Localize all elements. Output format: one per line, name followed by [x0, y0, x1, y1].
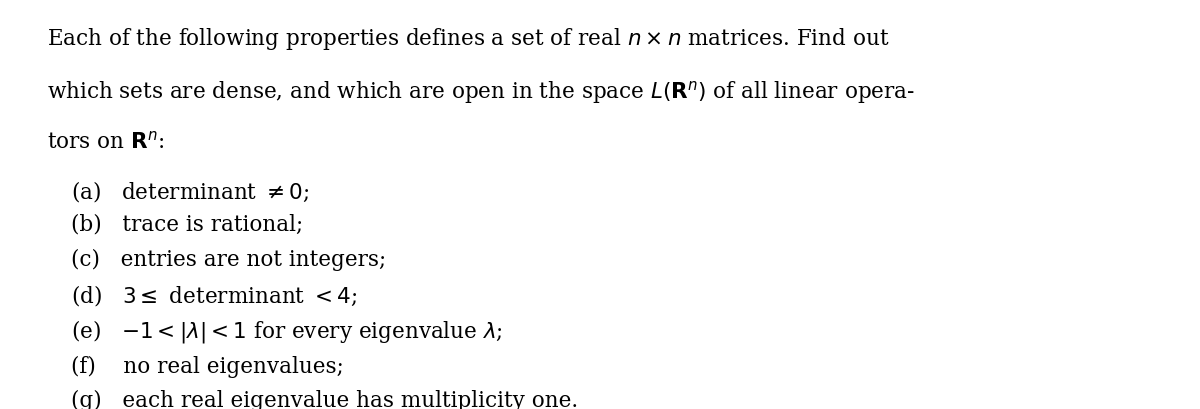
Text: (c)   entries are not integers;: (c) entries are not integers;: [71, 248, 386, 270]
Text: (g)   each real eigenvalue has multiplicity one.: (g) each real eigenvalue has multiplicit…: [71, 389, 578, 409]
Text: (a)   determinant $\neq 0$;: (a) determinant $\neq 0$;: [71, 179, 310, 204]
Text: (b)   trace is rational;: (b) trace is rational;: [71, 213, 302, 236]
Text: tors on $\mathbf{R}^n$:: tors on $\mathbf{R}^n$:: [47, 131, 164, 153]
Text: which sets are dense, and which are open in the space $L(\mathbf{R}^n)$ of all l: which sets are dense, and which are open…: [47, 79, 914, 106]
Text: (d)   $3 \leq$ determinant $< 4$;: (d) $3 \leq$ determinant $< 4$;: [71, 283, 358, 307]
Text: Each of the following properties defines a set of real $n \times n$ matrices. Fi: Each of the following properties defines…: [47, 25, 889, 52]
Text: (f)    no real eigenvalues;: (f) no real eigenvalues;: [71, 355, 343, 377]
Text: (e)   $-1 < |\lambda| < 1$ for every eigenvalue $\lambda$;: (e) $-1 < |\lambda| < 1$ for every eigen…: [71, 317, 503, 344]
